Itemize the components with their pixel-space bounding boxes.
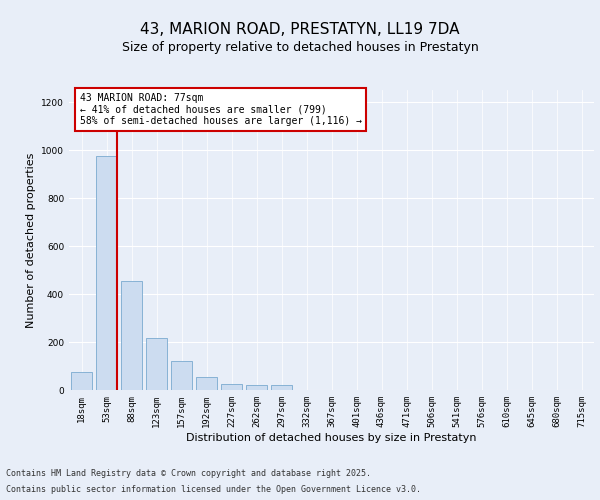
Text: Contains public sector information licensed under the Open Government Licence v3: Contains public sector information licen…	[6, 485, 421, 494]
Bar	[121, 281, 142, 390]
Bar	[221, 384, 242, 390]
Text: 43, MARION ROAD, PRESTATYN, LL19 7DA: 43, MARION ROAD, PRESTATYN, LL19 7DA	[140, 22, 460, 38]
Bar	[96, 156, 117, 390]
Bar	[271, 385, 292, 390]
Text: 43 MARION ROAD: 77sqm
← 41% of detached houses are smaller (799)
58% of semi-det: 43 MARION ROAD: 77sqm ← 41% of detached …	[79, 93, 361, 126]
Bar	[146, 338, 167, 390]
Bar	[196, 377, 217, 390]
X-axis label: Distribution of detached houses by size in Prestatyn: Distribution of detached houses by size …	[186, 432, 477, 442]
Bar	[246, 385, 267, 390]
Y-axis label: Number of detached properties: Number of detached properties	[26, 152, 35, 328]
Bar	[171, 361, 192, 390]
Bar	[71, 372, 92, 390]
Text: Size of property relative to detached houses in Prestatyn: Size of property relative to detached ho…	[122, 41, 478, 54]
Text: Contains HM Land Registry data © Crown copyright and database right 2025.: Contains HM Land Registry data © Crown c…	[6, 468, 371, 477]
